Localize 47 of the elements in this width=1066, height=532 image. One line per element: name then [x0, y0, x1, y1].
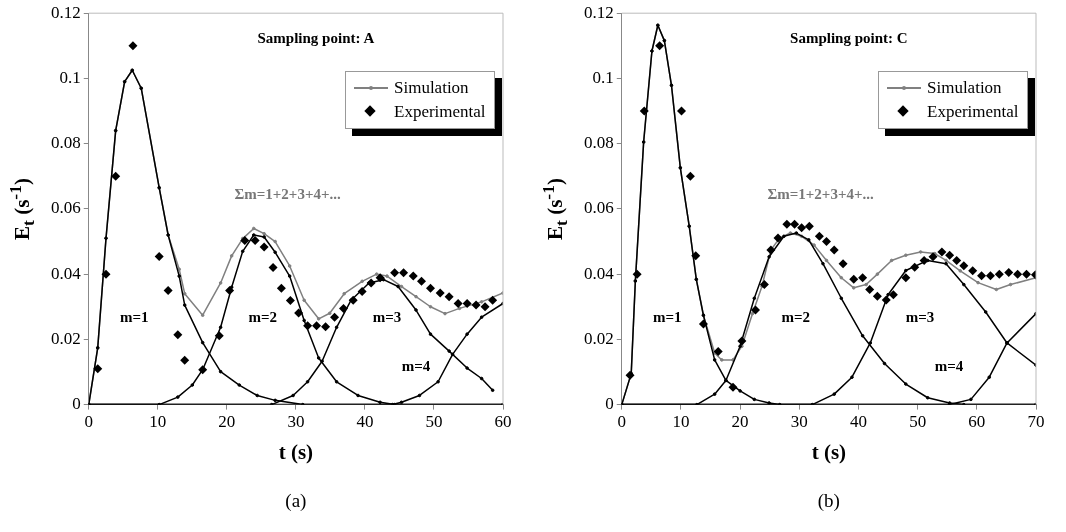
x-tick-label: 10 [672, 412, 690, 432]
annotation: m=3 [372, 309, 402, 326]
x-tick-label: 30 [790, 412, 808, 432]
text: (a) [285, 490, 307, 512]
x-tick-label: 30 [287, 412, 305, 432]
annotation: m=2 [248, 309, 278, 326]
text: Sampling point: A [257, 30, 375, 47]
x-tick-label: 50 [425, 412, 443, 432]
annotation: m=4 [401, 358, 431, 375]
y-tick-label: 0 [72, 394, 81, 414]
y-tick-label: 0.06 [51, 198, 81, 218]
text: (b) [817, 490, 840, 512]
legend-label: Simulation [394, 78, 469, 99]
y-tick-label: 0.1 [592, 67, 614, 87]
x-tick-label: 60 [968, 412, 986, 432]
x-tick-label: 20 [218, 412, 236, 432]
annotation: m=4 [934, 358, 964, 375]
annotation: m=2 [781, 309, 811, 326]
x-tick-label: 10 [149, 412, 167, 432]
y-tick-label: 0.12 [584, 2, 614, 22]
text: Sampling point: C [790, 30, 908, 47]
y-tick-label: 0.12 [51, 2, 81, 22]
y-tick-label: 0.08 [584, 133, 614, 153]
x-tick-label: 40 [356, 412, 374, 432]
annotation: Σm=1+2+3+4+... [234, 186, 341, 203]
legend-label: Simulation [927, 78, 1002, 99]
x-tick-label: 40 [849, 412, 867, 432]
y-tick-label: 0.06 [584, 198, 614, 218]
x-tick-label: 70 [1027, 412, 1045, 432]
legend-label: Experimental [394, 102, 486, 123]
x-axis-title: t (s) [278, 440, 314, 465]
x-tick-label: 50 [909, 412, 927, 432]
y-tick-label: 0.02 [51, 328, 81, 348]
annotation: m=1 [653, 309, 682, 326]
x-tick-label: 60 [494, 412, 512, 432]
y-tick-label: 0 [605, 394, 614, 414]
y-tick-label: 0.02 [584, 328, 614, 348]
legend-label: Experimental [927, 102, 1019, 123]
y-tick-label: 0.1 [59, 67, 81, 87]
annotation: m=1 [120, 309, 149, 326]
x-axis-title: t (s) [811, 440, 847, 465]
y-tick-label: 0.04 [584, 263, 615, 283]
y-tick-label: 0.08 [51, 133, 81, 153]
y-tick-label: 0.04 [51, 263, 82, 283]
annotation: m=3 [905, 309, 935, 326]
annotation: Σm=1+2+3+4+... [767, 186, 874, 203]
x-tick-label: 20 [731, 412, 749, 432]
